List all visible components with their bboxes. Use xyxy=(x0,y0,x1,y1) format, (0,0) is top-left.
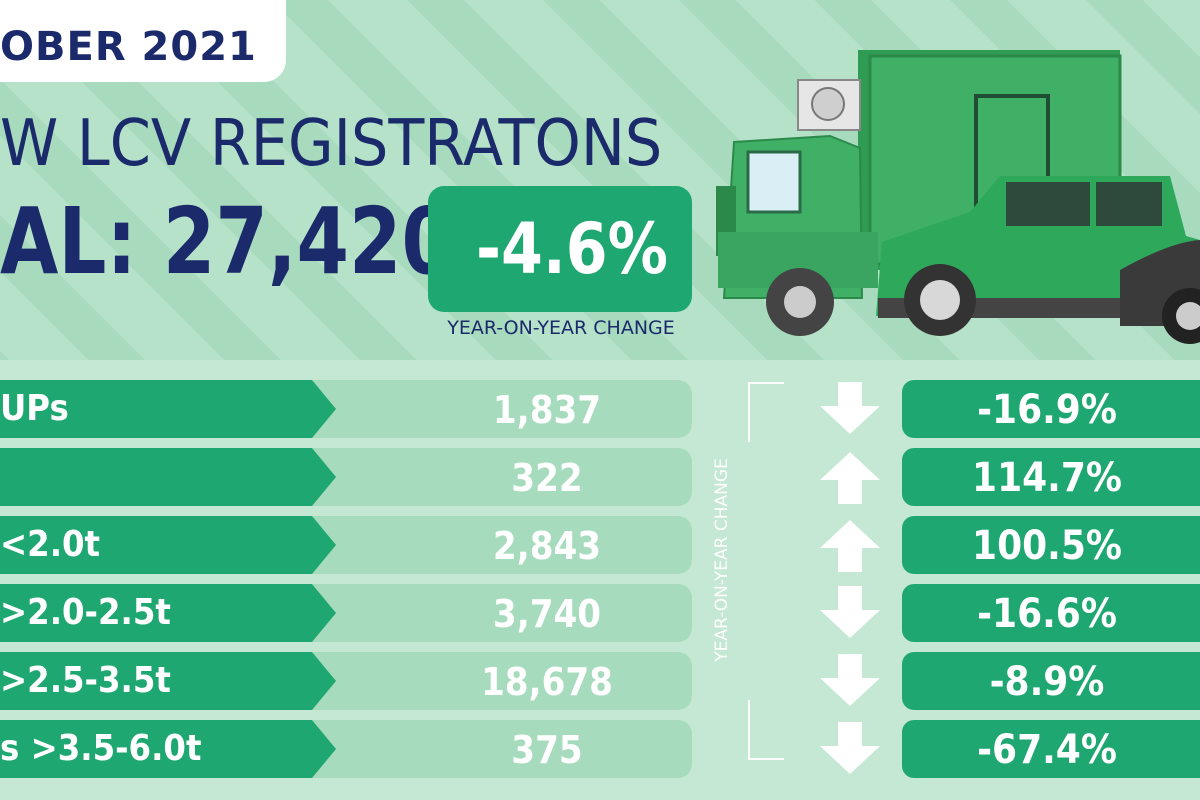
row-value: 1,837 xyxy=(492,388,602,432)
arrow-down-icon xyxy=(820,654,880,706)
row-label: <2.0t xyxy=(0,524,101,565)
row-label-tab xyxy=(0,380,336,438)
arrow-down-icon xyxy=(820,722,880,774)
change-value: -16.6% xyxy=(977,591,1117,637)
bracket-top xyxy=(748,382,750,442)
change-badge: -16.6% xyxy=(902,584,1200,642)
row-label-tab xyxy=(0,652,336,710)
yoy-change-caption: YEAR-ON-YEAR CHANGE xyxy=(447,317,675,339)
row-label: s >3.5-6.0t xyxy=(0,728,202,769)
change-value: -67.4% xyxy=(977,727,1117,773)
bracket-bottom xyxy=(748,700,750,760)
change-badge: 114.7% xyxy=(902,448,1200,506)
page-title: W LCV REGISTRATONS xyxy=(0,107,663,181)
change-badge: -16.9% xyxy=(902,380,1200,438)
pickup-icon xyxy=(876,176,1200,336)
change-badge: 100.5% xyxy=(902,516,1200,574)
arrow-up-icon xyxy=(820,520,880,572)
row-label-tab xyxy=(0,584,336,642)
change-value: -16.9% xyxy=(977,387,1117,433)
row-label: UPs xyxy=(0,388,69,429)
row-value: 18,678 xyxy=(481,660,613,704)
change-badge: -67.4% xyxy=(902,720,1200,778)
bracket-bottom-tick xyxy=(748,758,784,760)
yoy-change-box xyxy=(428,186,692,312)
arrow-down-icon xyxy=(820,586,880,638)
change-value: 114.7% xyxy=(972,455,1122,501)
row-label-tab xyxy=(0,720,336,778)
row-value: 3,740 xyxy=(492,592,602,636)
change-value: -8.9% xyxy=(989,659,1105,705)
bracket-top-tick xyxy=(748,382,784,384)
row-value: 322 xyxy=(511,456,583,500)
vehicles-illustration xyxy=(716,50,1200,344)
row-label: >2.5-3.5t xyxy=(0,660,171,701)
row-label: >2.0-2.5t xyxy=(0,592,171,633)
date-pill xyxy=(0,0,286,82)
change-badge: -8.9% xyxy=(902,652,1200,710)
car-icon xyxy=(1120,240,1200,344)
change-value: 100.5% xyxy=(972,523,1122,569)
row-value: 375 xyxy=(511,728,583,772)
total-registrations: AL: 27,420 xyxy=(0,188,455,295)
arrow-down-icon xyxy=(820,382,880,434)
arrow-up-icon xyxy=(820,452,880,504)
row-label-tab xyxy=(0,516,336,574)
row-value: 2,843 xyxy=(492,524,602,568)
report-date: OBER 2021 xyxy=(0,24,257,70)
row-label-tab xyxy=(0,448,336,506)
yoy-change-value: -4.6% xyxy=(476,208,668,290)
